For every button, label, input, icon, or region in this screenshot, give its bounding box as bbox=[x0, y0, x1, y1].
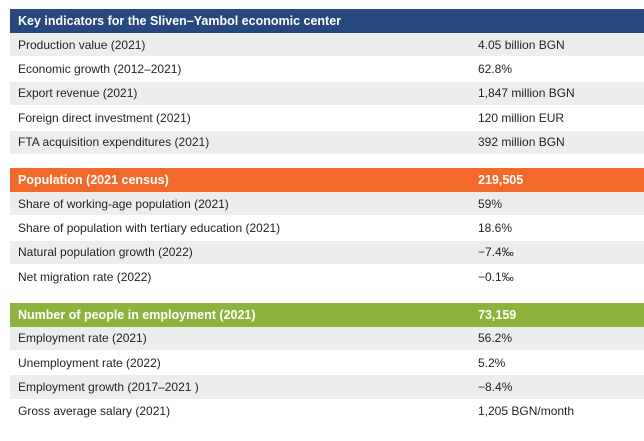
population-total: 219,505 bbox=[478, 172, 524, 187]
row-value: 4.05 billion BGN bbox=[478, 37, 565, 52]
row-value: 5.2% bbox=[478, 355, 506, 370]
employment-title: Number of people in employment (2021) bbox=[18, 307, 256, 322]
row-label: Production value (2021) bbox=[18, 37, 146, 52]
table-row: Export revenue (2021) 1,847 million BGN bbox=[10, 81, 644, 107]
row-label: Gross average salary (2021) bbox=[18, 404, 171, 419]
population-title: Population (2021 census) bbox=[18, 172, 169, 187]
row-value: 1,847 million BGN bbox=[478, 86, 575, 101]
row-label: FTA acquisition expenditures (2021) bbox=[18, 135, 210, 150]
row-label: Net migration rate (2022) bbox=[18, 269, 152, 284]
table-row: Economic growth (2012–2021) 62.8% bbox=[10, 57, 644, 82]
row-label: Unemployment rate (2022) bbox=[18, 355, 161, 370]
table-row: Natural population growth (2022) −7.4‰ bbox=[10, 240, 644, 266]
row-label: Employment rate (2021) bbox=[18, 331, 147, 346]
row-label: Natural population growth (2022) bbox=[18, 245, 193, 260]
table-row: Net migration rate (2022) −0.1‰ bbox=[10, 265, 644, 290]
row-value: −0.1‰ bbox=[478, 269, 514, 284]
row-value: 18.6% bbox=[478, 221, 513, 236]
table-row: Employment growth (2017–2021 ) −8.4% bbox=[10, 375, 644, 400]
row-value: 1,205 BGN/month bbox=[478, 404, 575, 419]
row-label: Share of working-age population (2021) bbox=[18, 196, 229, 211]
row-value: 59% bbox=[478, 196, 503, 211]
table-row: Gross average salary (2021) 1,205 BGN/mo… bbox=[10, 400, 644, 425]
section-gap bbox=[10, 290, 644, 303]
table-row: Share of population with tertiary educat… bbox=[10, 216, 644, 241]
row-label: Economic growth (2012–2021) bbox=[18, 62, 182, 77]
row-value: 62.8% bbox=[478, 62, 513, 77]
table-row: Unemployment rate (2022) 5.2% bbox=[10, 351, 644, 376]
row-value: −8.4% bbox=[478, 379, 513, 394]
section-gap bbox=[10, 155, 644, 168]
row-label: Foreign direct investment (2021) bbox=[18, 110, 191, 125]
key-indicators-header: Key indicators for the Sliven–Yambol eco… bbox=[10, 9, 644, 33]
key-indicators-title: Key indicators for the Sliven–Yambol eco… bbox=[18, 14, 342, 28]
table-row: Employment rate (2021) 56.2% bbox=[10, 326, 644, 351]
row-label: Export revenue (2021) bbox=[18, 86, 138, 101]
row-value: −7.4‰ bbox=[478, 245, 514, 260]
table-row: Foreign direct investment (2021) 120 mil… bbox=[10, 106, 644, 131]
table-row: FTA acquisition expenditures (2021) 392 … bbox=[10, 130, 644, 155]
table-row: Production value (2021) 4.05 billion BGN bbox=[10, 33, 644, 58]
employment-total: 73,159 bbox=[478, 307, 517, 322]
row-label: Employment growth (2017–2021 ) bbox=[18, 379, 199, 394]
row-value: 120 million EUR bbox=[478, 110, 565, 125]
row-label: Share of population with tertiary educat… bbox=[18, 221, 281, 236]
row-value: 56.2% bbox=[478, 331, 513, 346]
employment-header: Number of people in employment (2021) 73… bbox=[10, 302, 644, 327]
population-header: Population (2021 census) 219,505 bbox=[10, 167, 644, 192]
indicators-table: Key indicators for the Sliven–Yambol eco… bbox=[10, 0, 644, 425]
row-value: 392 million BGN bbox=[478, 135, 565, 150]
table-row: Share of working-age population (2021) 5… bbox=[10, 191, 644, 217]
